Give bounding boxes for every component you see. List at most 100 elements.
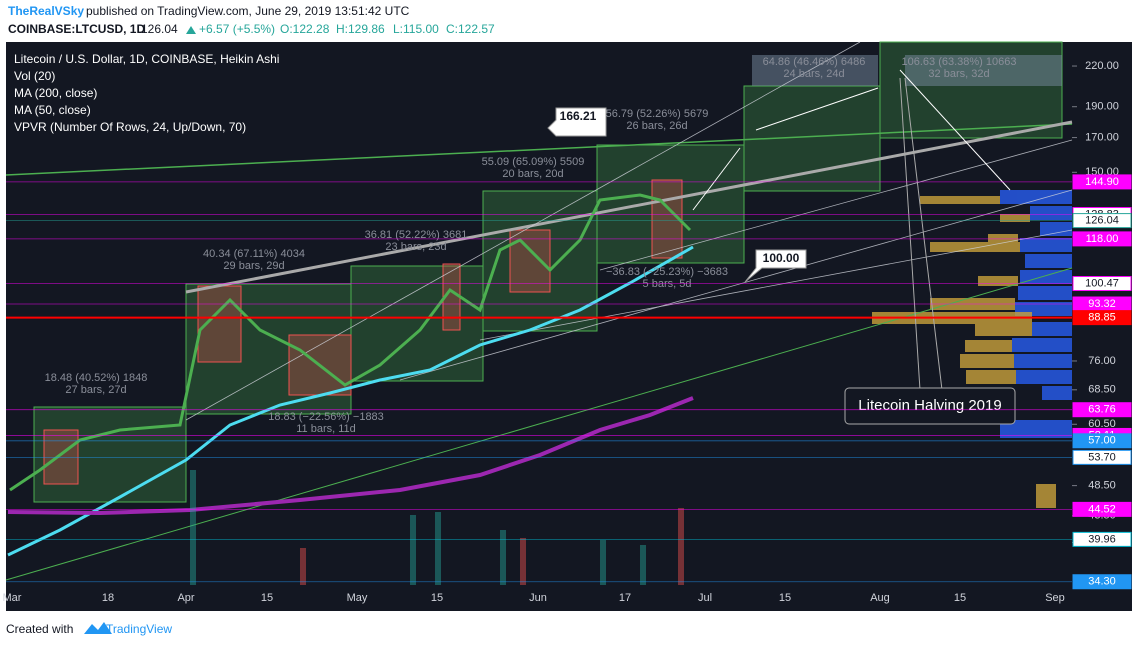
time-tick-label: 15 — [779, 592, 791, 604]
price-tick-label: 60.50 — [1088, 418, 1116, 430]
footer-brand[interactable]: TradingView — [106, 622, 172, 636]
price-label-bg — [1072, 402, 1132, 418]
price-label: 88.85 — [1088, 312, 1116, 324]
legend-item: VPVR (Number Of Rows, 24, Up/Down, 70) — [14, 120, 246, 134]
measure-label: 32 bars, 32d — [928, 68, 989, 80]
close: C:122.57 — [446, 22, 495, 36]
volume-bars — [300, 508, 684, 585]
channel-lines — [185, 41, 1073, 421]
low: L:115.00 — [393, 22, 439, 36]
measure-label: 29 bars, 29d — [223, 260, 284, 272]
price-label-bg — [1072, 574, 1132, 590]
price-label: 100.47 — [1085, 277, 1119, 289]
volume-profile — [1000, 190, 1072, 438]
legend-item: MA (200, close) — [14, 86, 97, 100]
callout-pointer — [904, 77, 943, 391]
measure-label: 36.81 (52.22%) 3681 — [365, 229, 468, 241]
measure-label: 40.34 (67.11%) 4034 — [203, 248, 305, 260]
callout-bg — [744, 249, 807, 283]
time-tick-label: 18 — [102, 592, 114, 604]
measure-label: 24 bars, 24d — [783, 68, 844, 80]
measure-label: 18.48 (40.52%) 1848 — [45, 372, 148, 384]
arrows — [692, 69, 1011, 211]
price-label-bg — [1072, 433, 1132, 449]
trend-line — [185, 120, 1073, 294]
measure-label: 106.63 (63.38%) 10663 — [902, 56, 1017, 68]
trend-line — [5, 267, 1073, 581]
measure-label: −36.83 (−25.23%) −3683 — [606, 266, 728, 278]
price-label: 53.70 — [1088, 451, 1116, 463]
price-label: 63.76 — [1088, 404, 1116, 416]
measure-label: 20 bars, 20d — [502, 168, 563, 180]
measure-label: 27 bars, 27d — [65, 384, 126, 396]
author[interactable]: TheRealVSky — [8, 4, 84, 18]
price-label: 126.04 — [1085, 215, 1119, 227]
callout-box — [844, 387, 1016, 425]
chart-pane: 166.21 100.00 Litecoin Halving 2019 Lite… — [3, 41, 1132, 611]
measure-label: 11 bars, 11d — [296, 423, 356, 435]
tradingview-logo — [84, 622, 112, 634]
price-label-bg — [1072, 174, 1132, 190]
up-arrow — [186, 26, 196, 34]
callout-high: 166.21 — [560, 109, 597, 123]
time-tick-label: Mar — [3, 592, 22, 604]
time-axis-background — [6, 585, 1072, 611]
published: published on TradingView.com, June 29, 2… — [86, 4, 410, 18]
time-tick-label: 15 — [954, 592, 966, 604]
change: +6.57 (+5.5%) — [199, 22, 275, 36]
callout-bg — [547, 107, 607, 137]
callout-pointer — [899, 77, 921, 391]
measure-label: 26 bars, 26d — [626, 120, 687, 132]
price-label: 34.30 — [1088, 576, 1116, 588]
measure-label: 23 bars, 23d — [385, 241, 446, 253]
price-axis-background — [1072, 42, 1132, 611]
legend-item: Vol (20) — [14, 69, 55, 83]
price-tick-label: 190.00 — [1085, 101, 1119, 113]
callout-support: 100.00 — [763, 251, 800, 265]
price-label-bg — [1072, 231, 1132, 247]
time-tick-label: 17 — [619, 592, 631, 604]
time-tick-label: May — [347, 592, 368, 604]
price-label-bg — [1072, 531, 1132, 547]
price-tick-label: 48.50 — [1088, 480, 1116, 492]
price-label: 118.00 — [1086, 233, 1119, 245]
legend-item: MA (50, close) — [14, 103, 91, 117]
price-label: 93.32 — [1088, 298, 1116, 310]
price-label-bg — [1072, 276, 1132, 292]
price-label-bg — [1072, 213, 1132, 229]
trend-line — [5, 123, 1073, 176]
legend-item: Litecoin / U.S. Dollar, 1D, COINBASE, He… — [14, 52, 279, 66]
time-tick-label: Sep — [1045, 592, 1065, 604]
callout-halving: Litecoin Halving 2019 — [858, 397, 1001, 414]
volume-bars — [190, 470, 646, 585]
open: O:122.28 — [280, 22, 330, 36]
time-tick-label: 15 — [431, 592, 443, 604]
price-label: 144.90 — [1085, 176, 1119, 188]
price-tick-label: 76.00 — [1088, 355, 1116, 367]
price-tick-label: 68.50 — [1088, 384, 1116, 396]
ma-50 — [7, 245, 694, 557]
price-label-bg — [1072, 449, 1132, 465]
price-label: 44.52 — [1088, 503, 1116, 515]
price-label-bg — [1072, 310, 1132, 326]
time-tick-label: Apr — [177, 592, 194, 604]
measure-label: 18.83 (−22.56%) −1883 — [268, 411, 384, 423]
measure-label: 56.79 (52.26%) 5679 — [606, 108, 709, 120]
price-label: 39.96 — [1088, 533, 1116, 545]
footer-text: Created with — [6, 622, 73, 636]
time-tick-label: 15 — [261, 592, 273, 604]
time-tick-label: Aug — [870, 592, 890, 604]
time-tick-label: Jul — [698, 592, 712, 604]
measure-label: 55.09 (65.09%) 5509 — [482, 156, 585, 168]
measure-label: 64.86 (46.46%) 6486 — [763, 56, 866, 68]
time-tick-label: Jun — [529, 592, 547, 604]
measure-labels-bg — [752, 55, 1062, 86]
last-price: 126.04 — [141, 22, 178, 36]
high: H:129.86 — [336, 22, 385, 36]
price-label-bg — [1072, 501, 1132, 517]
ma-200 — [7, 396, 694, 516]
price-series — [9, 193, 692, 492]
price-tick-label: 170.00 — [1085, 131, 1119, 143]
symbol: COINBASE:LTCUSD, 1D — [8, 22, 145, 36]
